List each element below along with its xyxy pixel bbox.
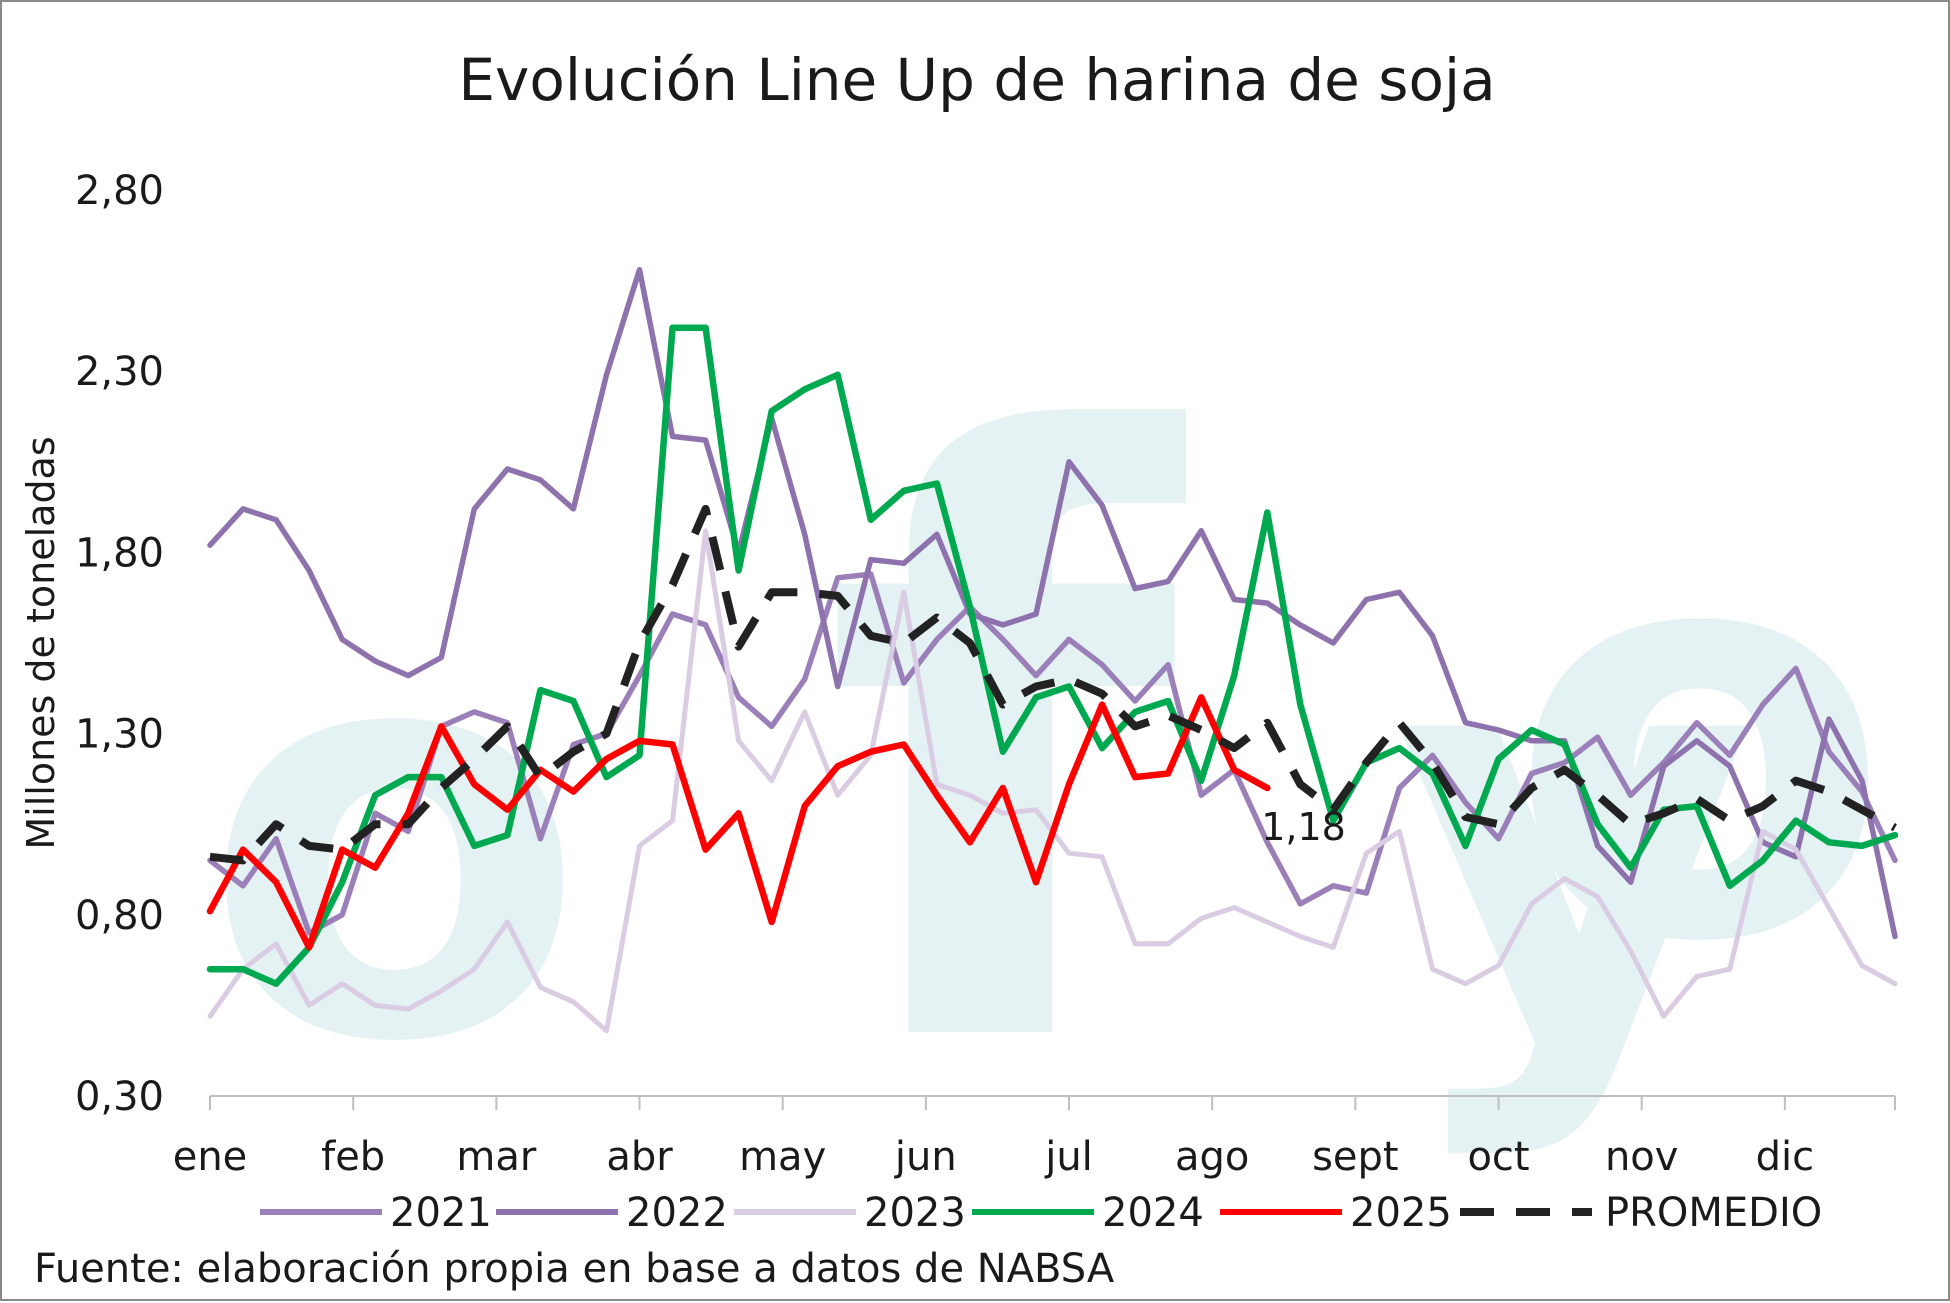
- series-line-2021: [207, 571, 1898, 936]
- chart-title: Evolución Line Up de harina de soja: [458, 46, 1495, 114]
- source-note: Fuente: elaboración propia en base a dat…: [34, 1246, 1115, 1292]
- series-line-2024: [206, 324, 1899, 987]
- y-tick-label: 0,80: [75, 893, 164, 939]
- x-tick-label: oct: [1467, 1134, 1529, 1180]
- x-tick-label: abr: [606, 1134, 673, 1180]
- x-tick-label: mar: [456, 1134, 536, 1180]
- legend-label-2021: 2021: [390, 1190, 492, 1236]
- legend: 2021 2022 2023 2024 2025 PROMEDIO: [260, 1190, 1822, 1236]
- x-tick-label: ago: [1175, 1134, 1249, 1180]
- x-tick-label: sept: [1312, 1134, 1399, 1180]
- watermark-letter: o: [1507, 413, 1892, 1065]
- legend-label-2025: 2025: [1350, 1190, 1452, 1236]
- series-line-2022: [207, 266, 1898, 940]
- legend-label-2024: 2024: [1102, 1190, 1204, 1236]
- y-tick-label: 1,80: [75, 530, 164, 576]
- y-tick-label: 2,80: [75, 168, 164, 214]
- annotations: 1,18: [1261, 805, 1346, 849]
- y-tick-label: 1,30: [75, 712, 164, 758]
- x-tick-label: nov: [1605, 1134, 1679, 1180]
- x-tick-label: ene: [173, 1134, 248, 1180]
- x-tick-label: dic: [1756, 1134, 1815, 1180]
- y-tick-label: 0,30: [75, 1074, 164, 1120]
- x-tick-label: feb: [321, 1134, 385, 1180]
- series-lines: [206, 266, 1899, 1034]
- y-axis: 0,30 0,80 1,30 1,80 2,30 2,80: [75, 168, 164, 1120]
- x-tick-label: jun: [894, 1134, 957, 1180]
- legend-label-2023: 2023: [864, 1190, 966, 1236]
- y-axis-label: Millones de toneladas: [19, 436, 63, 849]
- series-line-promedio: [209, 504, 1897, 865]
- x-tick-label: may: [739, 1134, 826, 1180]
- x-tick-label: jul: [1044, 1134, 1093, 1180]
- legend-label-promedio: PROMEDIO: [1605, 1190, 1822, 1236]
- legend-label-2022: 2022: [626, 1190, 728, 1236]
- y-tick-label: 2,30: [75, 349, 164, 395]
- watermark-letter: y: [1392, 513, 1757, 1165]
- last-value-label: 1,18: [1261, 805, 1346, 849]
- x-axis: ene feb mar abr may jun jul ago sept oct nov dic: [173, 1095, 1896, 1180]
- series-line-2025: [206, 694, 1271, 951]
